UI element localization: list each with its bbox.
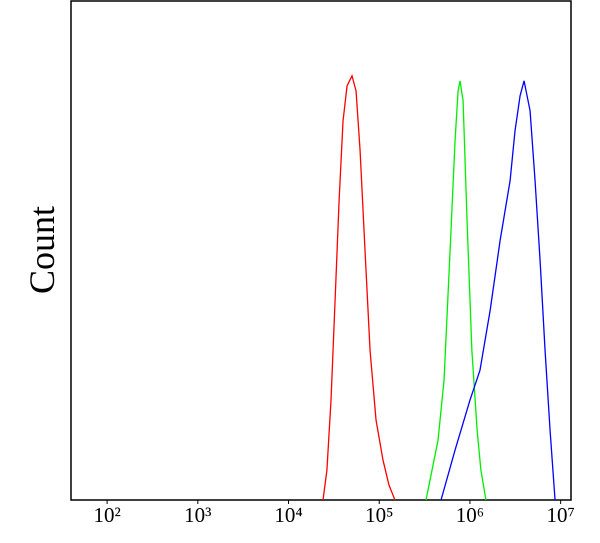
x-tick-label: 10⁶ — [456, 503, 484, 527]
plot-frame — [70, 0, 572, 501]
y-axis-label: Count — [22, 206, 62, 294]
histogram-line — [425, 80, 487, 501]
histogram-line — [440, 80, 556, 501]
x-tick-label: 10⁵ — [365, 503, 393, 527]
x-tick-label: 10⁴ — [274, 503, 302, 527]
histogram-line — [322, 74, 396, 501]
x-tick-label: 10³ — [184, 503, 211, 527]
x-tick-label: 10⁷ — [546, 503, 574, 527]
x-tick-label: 10² — [93, 503, 120, 527]
